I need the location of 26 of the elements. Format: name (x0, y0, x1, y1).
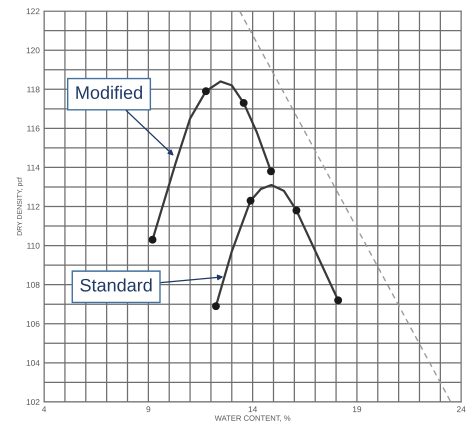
point (212, 302, 220, 310)
annotation: Standard (80, 278, 152, 292)
y-tick-label: 108 (26, 282, 40, 288)
point (292, 206, 300, 214)
y-tick-label: 106 (26, 320, 40, 327)
point (240, 99, 248, 107)
y-tick-label: 120 (26, 47, 40, 54)
point (246, 196, 255, 205)
y-tick-label: 104 (26, 360, 40, 366)
y-tick-label: 112 (27, 204, 40, 210)
y-tick-label: 118 (27, 86, 40, 92)
y-tick-label: 116 (27, 126, 40, 132)
y-tick-label: 102 (26, 399, 40, 405)
x-tick-label: 24 (456, 406, 466, 412)
y-tick-label: 114 (27, 164, 40, 170)
x-tick-label: 19 (352, 406, 362, 412)
point (267, 167, 275, 176)
annotation: Modified (76, 86, 142, 100)
x-tick-label: 9 (146, 406, 150, 412)
point (202, 87, 210, 96)
point (148, 236, 156, 244)
x-tick-label: 14 (248, 406, 258, 412)
x-tick-label: 4 (42, 406, 46, 412)
y-tick-label: 110 (27, 242, 40, 249)
point (334, 296, 342, 304)
y-tick-label: 122 (26, 8, 40, 14)
